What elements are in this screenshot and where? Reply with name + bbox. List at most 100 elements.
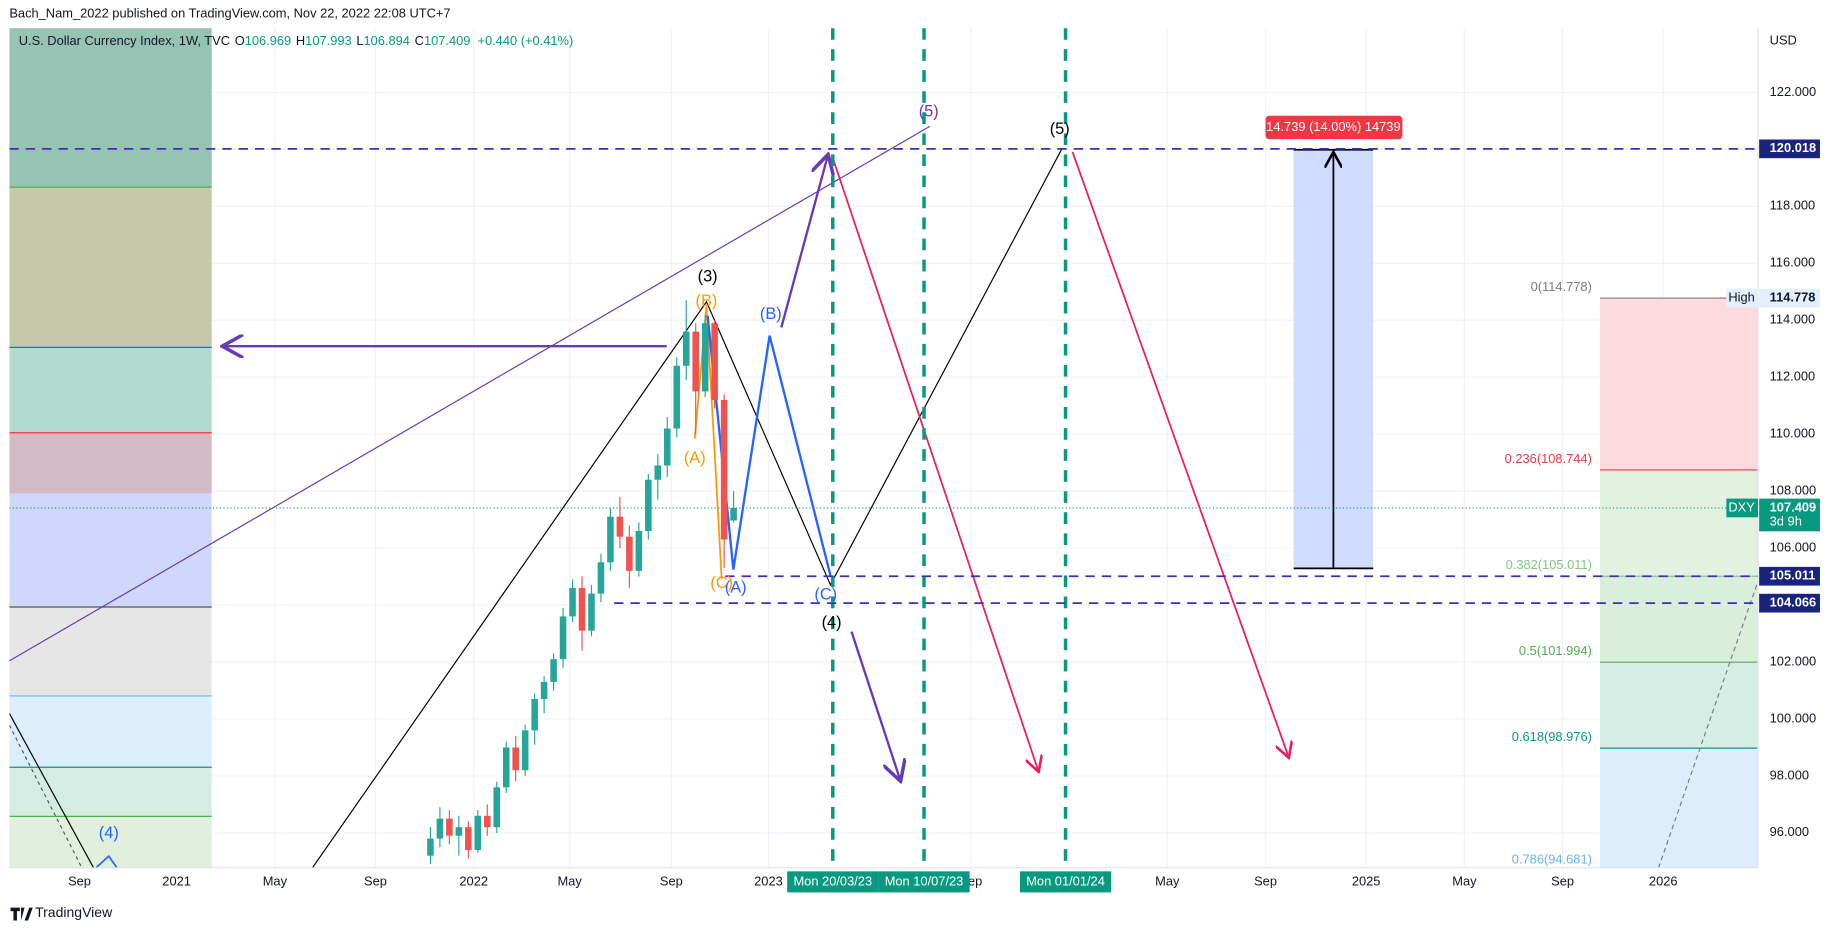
change: +0.440 (+0.41%) bbox=[477, 33, 573, 48]
price-tick-label: 112.000 bbox=[1770, 369, 1816, 384]
candle-body bbox=[483, 815, 491, 828]
price-tick-label: 116.000 bbox=[1770, 255, 1816, 270]
price-tag-bg bbox=[1759, 288, 1820, 308]
price-tick-label: 118.000 bbox=[1770, 198, 1816, 213]
time-tick-label: Sep bbox=[660, 873, 683, 888]
fib-band bbox=[1600, 469, 1758, 577]
wave-label: (B) bbox=[696, 292, 718, 310]
candle-body bbox=[607, 516, 614, 563]
ohlc-value: 106.969 bbox=[245, 33, 291, 48]
price-tick-label: 102.000 bbox=[1770, 653, 1816, 668]
ohlc-value: 107.993 bbox=[305, 33, 351, 48]
time-tick-label: May bbox=[1155, 873, 1180, 888]
price-tick-label: 106.000 bbox=[1770, 539, 1816, 554]
wave-label: (C) bbox=[710, 574, 733, 592]
footer-logo bbox=[10, 907, 33, 921]
plot-area: 0(114.778) 0.236(108.744) 0.382(105.011) 0.… bbox=[9, 28, 1758, 868]
time-tick-label: Sep bbox=[68, 873, 91, 888]
candle-body bbox=[521, 730, 529, 771]
price-tick-label: 110.000 bbox=[1770, 426, 1816, 441]
candle-body bbox=[664, 428, 671, 466]
candles bbox=[427, 300, 737, 865]
fib-retracement: 0(114.778) 0.236(108.744) 0.382(105.011) 0.… bbox=[1505, 279, 1758, 868]
time-tick-label: 2026 bbox=[1649, 873, 1678, 888]
date-marker: Mon 10/07/23 bbox=[885, 873, 964, 888]
candle-body bbox=[626, 536, 633, 571]
fib-label: 0.382(105.011) bbox=[1506, 557, 1592, 572]
ohlc-value: 106.894 bbox=[363, 33, 409, 48]
candle-body bbox=[654, 465, 662, 480]
ohlc-value: 107.409 bbox=[424, 33, 470, 48]
price-tag-bg bbox=[1759, 593, 1820, 613]
candle-body bbox=[550, 659, 557, 682]
wave-label: (5) bbox=[1050, 120, 1070, 138]
price-tag-name: High bbox=[1728, 289, 1754, 304]
candle-body bbox=[427, 838, 434, 856]
date-marker: Mon 01/01/24 bbox=[1026, 873, 1105, 888]
price-tag: 104.066 bbox=[1770, 595, 1816, 610]
time-tick-label: May bbox=[557, 873, 582, 888]
price-tick-label: 122.000 bbox=[1770, 84, 1816, 99]
candle-body bbox=[569, 587, 576, 617]
wave-label: (4) bbox=[822, 614, 842, 632]
price-tag-name: DXY bbox=[1728, 499, 1755, 514]
time-tick-label: Sep bbox=[1551, 873, 1574, 888]
fib-label: 0.5(101.994) bbox=[1519, 643, 1592, 658]
candle-body bbox=[730, 507, 737, 521]
price-tag-bg bbox=[1759, 498, 1820, 532]
candle-body bbox=[692, 331, 699, 392]
ohlc-key: O bbox=[235, 33, 245, 48]
ohlc-key: L bbox=[356, 33, 363, 48]
published-by: Bach_Nam_2022 published on TradingView.c… bbox=[9, 5, 450, 20]
price-tag: 120.018 bbox=[1770, 140, 1816, 155]
candle-body bbox=[720, 399, 728, 540]
legend: U.S. Dollar Currency Index, 1W, TVC O106.… bbox=[19, 33, 574, 48]
candle-body bbox=[701, 323, 709, 392]
price-tag: 114.778 bbox=[1770, 289, 1816, 304]
candle-body bbox=[645, 479, 652, 531]
date-marker: Mon 20/03/23 bbox=[793, 873, 872, 888]
candle-body bbox=[597, 562, 605, 594]
fib-label: 0.786(94.681) bbox=[1512, 851, 1592, 866]
fib-label: 0.236(108.744) bbox=[1505, 451, 1592, 466]
price-tag-name-bg bbox=[1726, 288, 1758, 308]
wave-label: (A) bbox=[684, 449, 706, 467]
price-tag-name-bg bbox=[1726, 498, 1758, 518]
candle-body bbox=[436, 818, 444, 839]
wave-label: (C) bbox=[814, 586, 837, 604]
price-tick-label: 98.000 bbox=[1770, 767, 1809, 782]
ohlc-key: H bbox=[296, 33, 305, 48]
currency: USD bbox=[1770, 32, 1797, 47]
fib-label: 0.618(98.976) bbox=[1512, 729, 1592, 744]
wave-label: (3) bbox=[698, 268, 718, 286]
price-tag-bg bbox=[1759, 139, 1820, 159]
price-tick-label: 96.000 bbox=[1770, 824, 1809, 839]
price-tag-bg bbox=[1759, 566, 1820, 586]
fib-label: 0(114.778) bbox=[1531, 279, 1592, 294]
ohlc: O106.969 H107.993 L106.894 C107.409 bbox=[235, 33, 471, 48]
left-fib-panel bbox=[9, 28, 212, 868]
date-marker-bg bbox=[787, 871, 879, 893]
wave-label: (B) bbox=[760, 305, 782, 323]
candle-body bbox=[502, 747, 510, 788]
candle-body bbox=[588, 593, 595, 631]
time-tick-label: 2025 bbox=[1352, 873, 1381, 888]
candle-body bbox=[673, 365, 681, 429]
fib-band bbox=[1600, 748, 1758, 868]
time-tick-label: Sep bbox=[1254, 873, 1277, 888]
wave-label: (5) bbox=[919, 103, 939, 121]
axes: 96.00098.000100.000102.000104.000106.000… bbox=[68, 84, 1820, 893]
candle-body bbox=[493, 787, 501, 828]
candle-body bbox=[512, 747, 519, 771]
price-tag-sub: 3d 9h bbox=[1770, 513, 1802, 528]
candle-body bbox=[635, 530, 643, 571]
time-tick-label: 2021 bbox=[162, 873, 191, 888]
wave-label: (4) bbox=[99, 824, 119, 842]
candle-body bbox=[531, 699, 538, 731]
fib-band bbox=[1600, 576, 1758, 663]
fib-band bbox=[1600, 662, 1758, 749]
symbol: U.S. Dollar Currency Index, 1W, TVC bbox=[19, 33, 230, 48]
fib-band bbox=[1600, 298, 1758, 470]
measure-label-bg bbox=[1265, 115, 1403, 140]
